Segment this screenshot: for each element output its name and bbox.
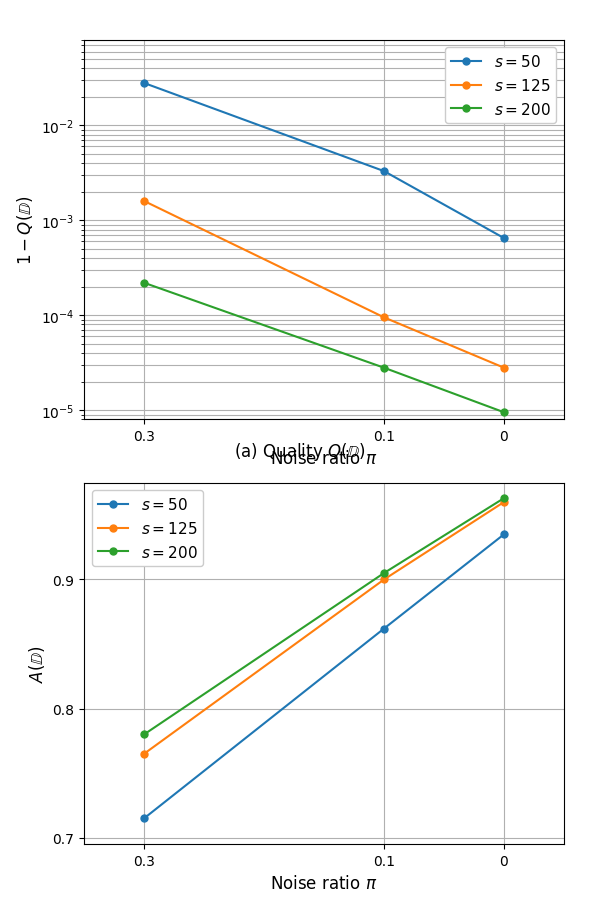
- $s = 50$: [140, 79, 148, 89]
- Line: $s = 125$: $s = 125$: [140, 499, 508, 758]
- $s = 200$: [380, 568, 388, 579]
- Legend: $s = 50$, $s = 125$, $s = 200$: $s = 50$, $s = 125$, $s = 200$: [92, 490, 203, 566]
- $s = 200$: [140, 278, 148, 289]
- X-axis label: Noise ratio $\pi$: Noise ratio $\pi$: [271, 449, 377, 467]
- $s = 200$: [380, 363, 388, 374]
- $s = 125$: [140, 749, 148, 759]
- $s = 125$: [500, 497, 508, 507]
- $s = 125$: [380, 574, 388, 585]
- Line: $s = 125$: $s = 125$: [140, 199, 508, 372]
- $s = 50$: [500, 529, 508, 540]
- $s = 50$: [380, 166, 388, 177]
- $s = 200$: [500, 493, 508, 504]
- Y-axis label: $A(\mathbb{D})$: $A(\mathbb{D})$: [27, 645, 47, 683]
- Legend: $s = 50$, $s = 125$, $s = 200$: $s = 50$, $s = 125$, $s = 200$: [445, 48, 556, 124]
- X-axis label: Noise ratio $\pi$: Noise ratio $\pi$: [271, 873, 377, 891]
- Line: $s = 50$: $s = 50$: [140, 531, 508, 822]
- $s = 200$: [500, 407, 508, 418]
- $s = 50$: [500, 233, 508, 244]
- Line: $s = 200$: $s = 200$: [140, 280, 508, 416]
- $s = 125$: [500, 363, 508, 374]
- $s = 125$: [380, 312, 388, 323]
- Line: $s = 200$: $s = 200$: [140, 495, 508, 738]
- Y-axis label: $1 - Q(\mathbb{D})$: $1 - Q(\mathbb{D})$: [15, 196, 35, 265]
- $s = 200$: [140, 730, 148, 740]
- Text: (a) Quality $Q(\mathbb{D})$: (a) Quality $Q(\mathbb{D})$: [234, 441, 366, 462]
- $s = 50$: [140, 813, 148, 824]
- Line: $s = 50$: $s = 50$: [140, 80, 508, 242]
- $s = 50$: [380, 623, 388, 634]
- $s = 125$: [140, 196, 148, 207]
